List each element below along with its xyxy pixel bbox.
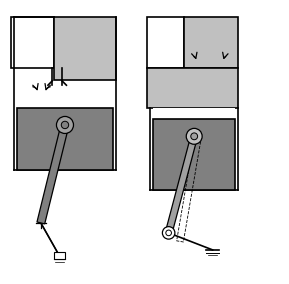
Polygon shape — [165, 135, 197, 234]
Bar — [54, 252, 65, 259]
Circle shape — [191, 133, 198, 140]
Circle shape — [166, 230, 171, 236]
Bar — [147, 17, 184, 68]
Circle shape — [162, 227, 175, 239]
Bar — [54, 17, 116, 80]
Bar — [184, 17, 238, 68]
Circle shape — [186, 128, 202, 144]
Circle shape — [56, 116, 73, 133]
Bar — [153, 108, 235, 119]
Bar — [17, 108, 113, 170]
Bar — [11, 17, 54, 68]
Circle shape — [61, 121, 69, 129]
Bar — [147, 68, 238, 108]
Bar — [17, 17, 113, 108]
Bar — [153, 119, 235, 190]
Polygon shape — [37, 124, 69, 224]
